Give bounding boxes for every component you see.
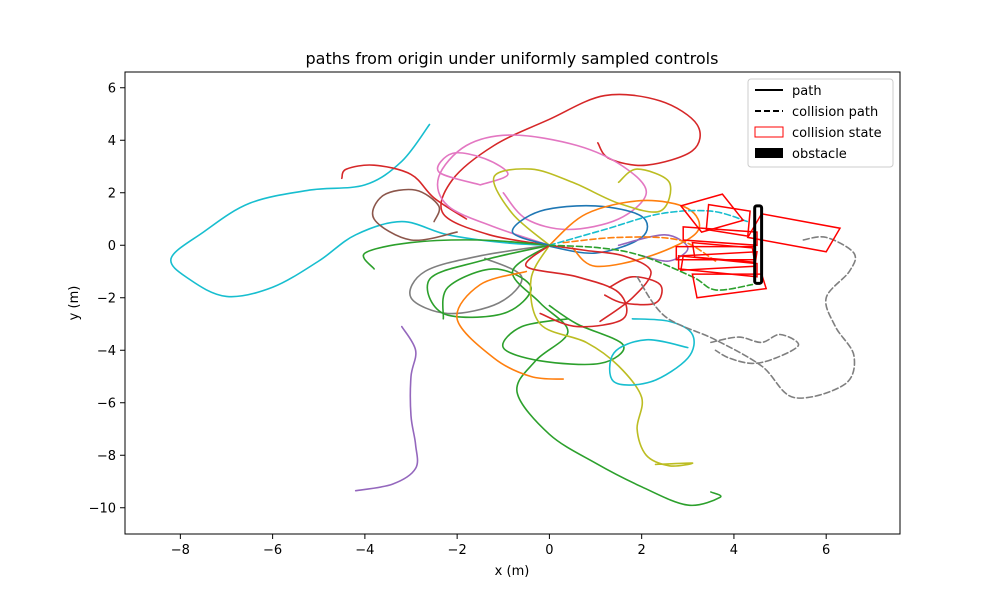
path-1 xyxy=(440,93,701,247)
y-axis-title: y (m) xyxy=(67,286,82,321)
legend-collision-state-swatch xyxy=(754,126,784,138)
x-tick-label: −6 xyxy=(263,543,282,558)
legend-obstacle-swatch xyxy=(755,148,783,158)
collision-path-24 xyxy=(562,236,717,262)
legend-collision-path-label: collision path xyxy=(792,105,878,120)
chart-title: paths from origin under uniformly sample… xyxy=(306,49,719,68)
y-tick-label: −8 xyxy=(97,449,116,464)
y-tick-label: −10 xyxy=(89,501,116,516)
path-6 xyxy=(371,188,458,242)
x-tick-label: 0 xyxy=(545,543,553,558)
x-axis-title: x (m) xyxy=(495,564,530,579)
path-7 xyxy=(362,239,551,270)
y-axis: −10 −8 −6 −4 −2 0 2 4 6 xyxy=(89,81,125,516)
path-11 xyxy=(409,244,551,315)
collision-state-2 xyxy=(746,212,842,253)
collision-path-25 xyxy=(636,236,857,399)
path-3 xyxy=(436,134,648,247)
x-tick-label: 6 xyxy=(822,543,830,558)
path-2 xyxy=(341,164,468,220)
path-21 xyxy=(548,244,652,323)
path-17 xyxy=(354,325,419,492)
y-tick-label: −2 xyxy=(97,291,116,306)
collision-state-0 xyxy=(679,193,745,233)
path-5 xyxy=(492,168,672,247)
x-axis: −8 −6 −4 −2 0 2 4 6 xyxy=(171,534,830,558)
axes-frame xyxy=(124,71,901,535)
collision-state-3 xyxy=(682,226,758,247)
path-9 xyxy=(548,199,701,268)
collision-path-23 xyxy=(548,244,754,291)
legend-collision-state-label: collision state xyxy=(792,126,882,141)
x-tick-label: −4 xyxy=(355,543,374,558)
y-tick-label: 4 xyxy=(108,134,116,149)
legend: path collision path collision state obst… xyxy=(747,78,894,168)
path-19 xyxy=(525,244,628,328)
path-12 xyxy=(426,244,551,320)
legend-path-label: path xyxy=(792,84,822,99)
y-tick-label: 6 xyxy=(108,81,116,96)
legend-obstacle-label: obstacle xyxy=(792,147,847,162)
collision-path-22 xyxy=(548,209,749,247)
collision-state-8 xyxy=(691,273,768,299)
path-4 xyxy=(436,151,509,186)
path-14 xyxy=(501,304,625,366)
path-0 xyxy=(170,123,551,298)
obstacle xyxy=(753,204,764,285)
x-tick-label: −2 xyxy=(448,543,467,558)
y-tick-label: 0 xyxy=(108,239,116,254)
path-15 xyxy=(456,270,564,380)
x-tick-label: 4 xyxy=(730,543,738,558)
x-tick-label: −8 xyxy=(171,543,190,558)
path-10 xyxy=(617,233,689,262)
plot-area xyxy=(170,93,857,507)
x-tick-label: 2 xyxy=(638,543,646,558)
collision-path-26 xyxy=(710,333,800,365)
legend-box xyxy=(747,78,894,168)
path-18 xyxy=(604,275,663,306)
y-tick-label: −4 xyxy=(97,344,116,359)
path-16 xyxy=(529,244,694,467)
y-tick-label: −6 xyxy=(97,396,116,411)
y-tick-label: 2 xyxy=(108,186,116,201)
path-13 xyxy=(511,244,722,507)
